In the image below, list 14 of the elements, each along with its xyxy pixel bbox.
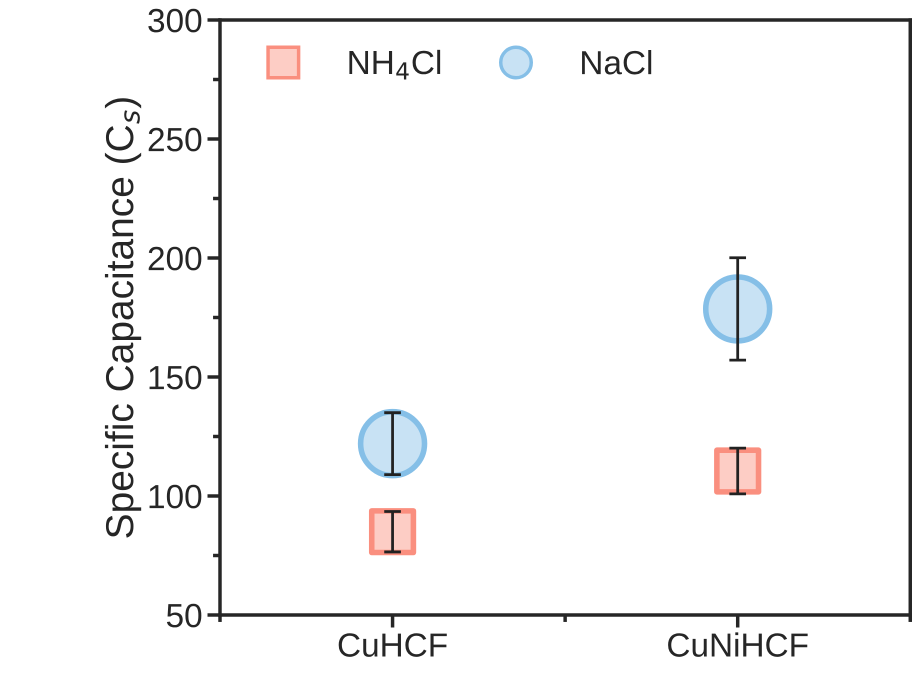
y-axis-title: Specific Capacitance (C$_{s}$)	[104, 98, 142, 538]
x-tick-label: CuHCF	[338, 633, 447, 657]
point	[714, 447, 762, 495]
y-tick-label: 50	[166, 604, 202, 628]
legend-label: NaCl	[582, 50, 652, 74]
y-tick-label: 300	[148, 8, 202, 32]
point	[358, 408, 428, 478]
legend-label: NH$_{4}$Cl	[349, 50, 440, 80]
y-tick-label: 250	[148, 128, 202, 152]
x-tick-label: CuNiHCF	[668, 632, 808, 657]
y-tick-label: 200	[148, 246, 202, 270]
y-tick-label: 150	[150, 366, 202, 390]
y-tick-label: 100	[150, 484, 202, 508]
point	[702, 274, 772, 344]
